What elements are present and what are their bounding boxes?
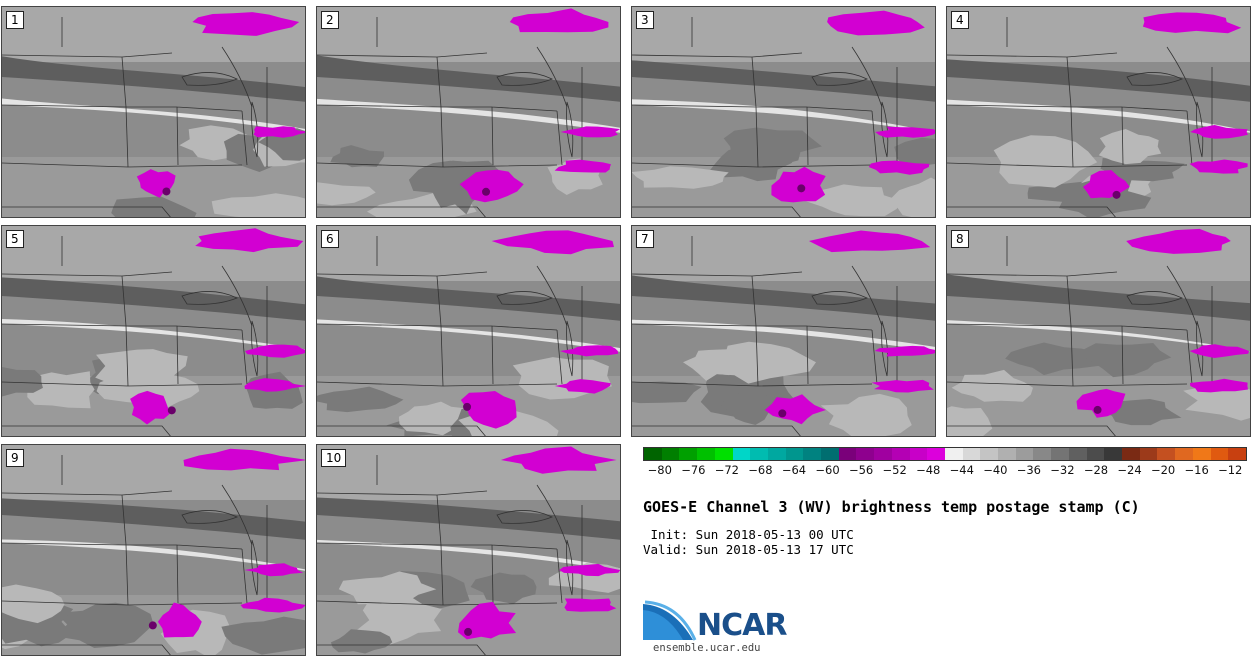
colorbar-tick-label: −52 [882,463,907,477]
ncar-logo-icon [643,600,697,641]
stamp-number-label: 10 [321,449,347,467]
colorbar-tick-label: −56 [848,463,874,477]
water-vapor-map [947,7,1250,217]
stamp-number-label: 7 [636,230,654,248]
colorbar-segment [891,448,910,460]
colorbar-segment [856,448,875,460]
colorbar-segment [661,448,680,460]
colorbar-segment [821,448,839,460]
colorbar-tick-label: −76 [681,463,706,477]
water-vapor-map [2,7,305,217]
colorbar-segment [838,448,857,460]
colorbar-segment [803,448,822,460]
colorbar-segment [1086,448,1105,460]
colorbar-tick-label: −12 [1218,463,1243,477]
colorbar-tick-label: −72 [714,463,740,477]
colorbar-tick-label: −60 [815,463,840,477]
colorbar-segment [874,448,892,460]
stamp-number-label: 5 [6,230,24,248]
water-vapor-map [632,7,935,217]
colorbar-tick-label: −20 [1150,463,1176,477]
colorbar-segment [927,448,945,460]
colorbar-tick-label: −28 [1083,463,1109,477]
colorbar-segment [732,448,751,460]
colorbar [643,447,1247,461]
colorbar-segment [998,448,1016,460]
water-vapor-map [317,226,620,436]
postage-stamp-4: 4 [946,6,1251,218]
colorbar-segment [1033,448,1052,460]
stamp-number-label: 4 [951,11,969,29]
colorbar-segment [909,448,928,460]
colorbar-tick-label: −68 [748,463,773,477]
colorbar-segment [644,448,662,460]
colorbar-segment [767,448,786,460]
colorbar-segment [750,448,768,460]
colorbar-segment [679,448,698,460]
postage-stamp-1: 1 [1,6,306,218]
postage-stamp-8: 8 [946,225,1251,437]
postage-stamp-3: 3 [631,6,936,218]
colorbar-segment [1210,448,1229,460]
colorbar-tick-label: −40 [983,463,1008,477]
colorbar-tick-label: −48 [916,463,941,477]
site-url: ensemble.ucar.edu [653,642,761,654]
stamp-number-label: 2 [321,11,339,29]
postage-stamp-2: 2 [316,6,621,218]
colorbar-segment [1175,448,1193,460]
figure-title: GOES-E Channel 3 (WV) brightness temp po… [643,498,1140,516]
colorbar-tick-label: −36 [1016,463,1042,477]
colorbar-segment [1051,448,1069,460]
colorbar-ticks: −80 −76 −72 −68 −64 −60 −56 −52 −48 −44 −40 −36 −32−… [643,463,1247,479]
stamp-number-label: 1 [6,11,24,29]
postage-stamp-5: 5 [1,225,306,437]
colorbar-segment [1228,448,1246,460]
colorbar-segment [714,448,733,460]
colorbar-segment [697,448,715,460]
postage-stamp-7: 7 [631,225,936,437]
colorbar-tick-label: −32 [1050,463,1075,477]
colorbar-segment [785,448,804,460]
water-vapor-map [947,226,1250,436]
postage-stamp-6: 6 [316,225,621,437]
colorbar-segment [1015,448,1034,460]
ncar-logo-text: NCAR [697,608,787,643]
stamp-number-label: 8 [951,230,969,248]
colorbar-segment [962,448,981,460]
stamp-number-label: 3 [636,11,654,29]
water-vapor-map [317,7,620,217]
colorbar-segment [1139,448,1158,460]
stamp-number-label: 6 [321,230,339,248]
colorbar-segment [1157,448,1176,460]
colorbar-segment [944,448,963,460]
colorbar-tick-label: −24 [1117,463,1142,477]
water-vapor-map [2,445,305,655]
colorbar-tick-label: −16 [1184,463,1209,477]
water-vapor-map [632,226,935,436]
colorbar-segment [1121,448,1140,460]
colorbar-segment [1104,448,1122,460]
water-vapor-map [2,226,305,436]
colorbar-segment [1068,448,1087,460]
postage-stamp-9: 9 [1,444,306,656]
postage-stamp-10: 10 [316,444,621,656]
water-vapor-map [317,445,620,655]
colorbar-segment [1192,448,1211,460]
colorbar-tick-label: −80 [647,463,672,477]
stamp-number-label: 9 [6,449,24,467]
colorbar-tick-label: −64 [781,463,807,477]
init-time: Init: Sun 2018-05-13 00 UTC [643,527,854,542]
valid-time: Valid: Sun 2018-05-13 17 UTC [643,542,854,557]
colorbar-tick-label: −44 [949,463,974,477]
colorbar-segment [980,448,999,460]
